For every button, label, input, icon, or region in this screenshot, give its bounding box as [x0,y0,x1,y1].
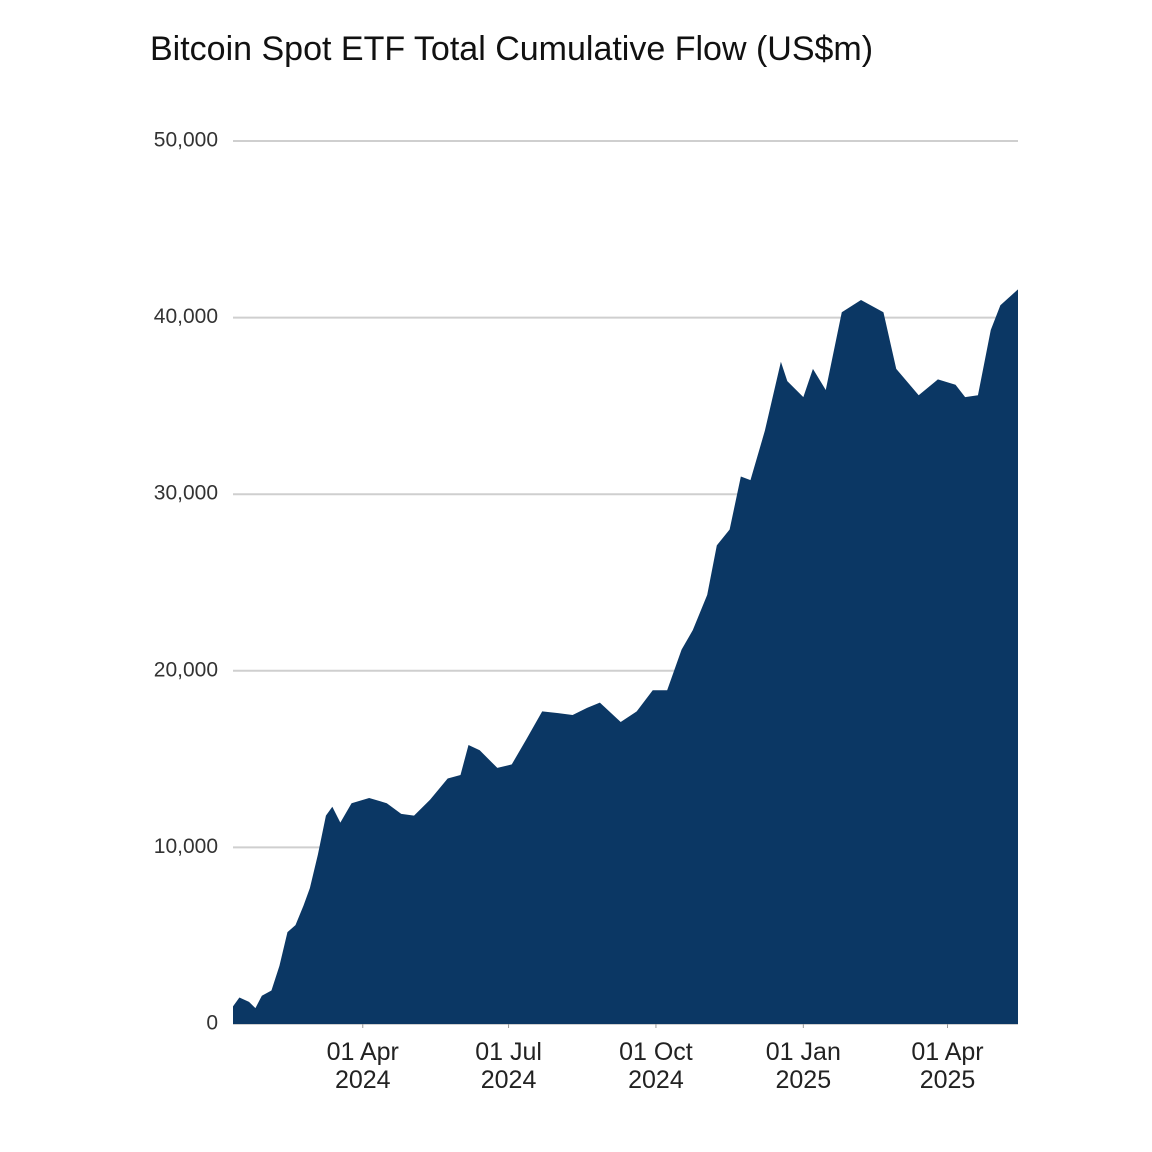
y-tick-label: 0 [206,1012,218,1035]
y-tick-label: 10,000 [154,835,218,858]
y-tick-label: 40,000 [154,305,218,328]
area [233,289,1018,1024]
y-tick-label: 50,000 [154,129,218,152]
x-tick-label: 01 Apr 2025 [911,1038,984,1094]
x-tick-label: 01 Apr 2024 [326,1038,399,1094]
x-tick-label: 01 Jul 2024 [475,1038,542,1094]
x-tick-label: 01 Oct 2024 [619,1038,693,1094]
x-tick-label: 01 Jan 2025 [765,1038,841,1094]
y-tick-label: 30,000 [154,482,218,505]
chart-title: Bitcoin Spot ETF Total Cumulative Flow (… [150,30,874,68]
y-tick-label: 20,000 [154,658,218,681]
